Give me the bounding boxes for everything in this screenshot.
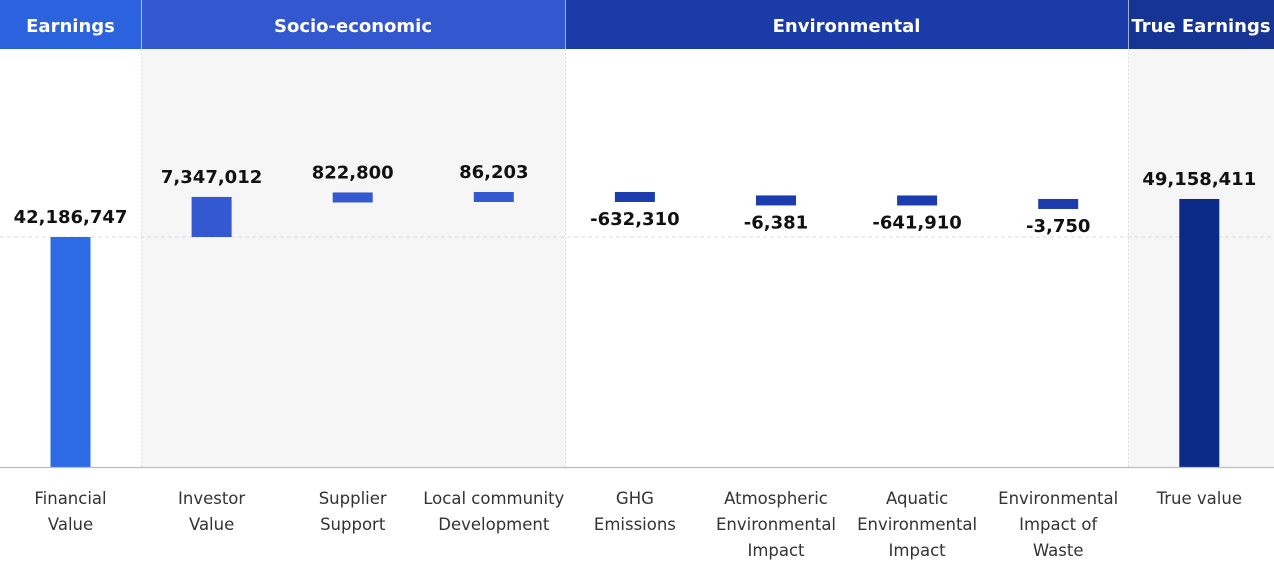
- bar-environmental-impact-of-waste: [1038, 198, 1079, 209]
- category-label-aquatic-environmental-impact: Impact: [889, 541, 947, 560]
- category-label-atmospheric-environmental-impact: Impact: [747, 541, 805, 560]
- category-label-ghg-emissions: Emissions: [594, 515, 676, 534]
- header-label-true-earnings: True Earnings: [1131, 16, 1270, 37]
- value-label-investor-value: 7,347,012: [161, 167, 262, 188]
- category-label-local-community-development: Development: [438, 515, 550, 534]
- header-true-earnings: [1128, 0, 1274, 49]
- value-label-local-community-development: 86,203: [459, 162, 528, 183]
- bar-ghg-emissions: [614, 191, 655, 202]
- value-label-financial-value: 42,186,747: [14, 207, 128, 228]
- category-label-aquatic-environmental-impact: Environmental: [857, 515, 977, 534]
- category-label-true-value: True value: [1156, 489, 1242, 508]
- value-label-ghg-emissions: -632,310: [590, 209, 679, 230]
- value-label-atmospheric-environmental-impact: -6,381: [744, 212, 808, 233]
- header-socio-economic: [141, 0, 565, 49]
- category-label-environmental-impact-of-waste: Waste: [1033, 541, 1084, 560]
- category-label-aquatic-environmental-impact: Aquatic: [886, 489, 948, 508]
- value-label-aquatic-environmental-impact: -641,910: [872, 212, 961, 233]
- header-earnings: [0, 0, 141, 49]
- category-label-financial-value: Financial: [34, 489, 106, 508]
- header-environmental: [565, 0, 1128, 49]
- bar-true-value: [1179, 198, 1220, 467]
- bars-layer: [50, 191, 1220, 467]
- group-headers: Earnings Socio-economic Environmental True …: [0, 0, 1274, 49]
- bar-supplier-support: [332, 192, 373, 203]
- category-label-environmental-impact-of-waste: Impact of: [1019, 515, 1098, 534]
- header-label-earnings: Earnings: [26, 16, 115, 37]
- category-label-financial-value: Value: [48, 515, 93, 534]
- group-panels: [0, 49, 1274, 467]
- category-label-ghg-emissions: GHG: [616, 489, 654, 508]
- panel-socio-economic: [141, 49, 565, 467]
- category-label-investor-value: Value: [189, 515, 234, 534]
- bar-investor-value: [191, 196, 232, 237]
- category-label-environmental-impact-of-waste: Environmental: [998, 489, 1118, 508]
- header-label-socio-economic: Socio-economic: [274, 16, 432, 37]
- bar-atmospheric-environmental-impact: [756, 195, 796, 206]
- bar-financial-value: [50, 237, 91, 467]
- value-label-environmental-impact-of-waste: -3,750: [1026, 216, 1090, 237]
- value-label-true-value: 49,158,411: [1142, 169, 1256, 190]
- value-labels-layer: 42,186,747 7,347,012 822,800 86,203 -632,310…: [14, 162, 1257, 237]
- category-label-supplier-support: Support: [320, 515, 386, 534]
- header-label-environmental: Environmental: [773, 16, 921, 37]
- category-label-investor-value: Investor: [178, 489, 245, 508]
- category-label-supplier-support: Supplier: [319, 489, 387, 508]
- category-label-atmospheric-environmental-impact: Atmospheric: [724, 489, 828, 508]
- category-label-atmospheric-environmental-impact: Environmental: [716, 515, 836, 534]
- bar-aquatic-environmental-impact: [897, 195, 938, 206]
- panel-environmental: [565, 49, 1128, 467]
- value-label-supplier-support: 822,800: [312, 162, 394, 183]
- category-label-local-community-development: Local community: [423, 489, 564, 508]
- category-labels-layer: Financial Value Investor Value Supplier Suppo…: [34, 489, 1242, 560]
- bar-local-community-development: [473, 191, 514, 202]
